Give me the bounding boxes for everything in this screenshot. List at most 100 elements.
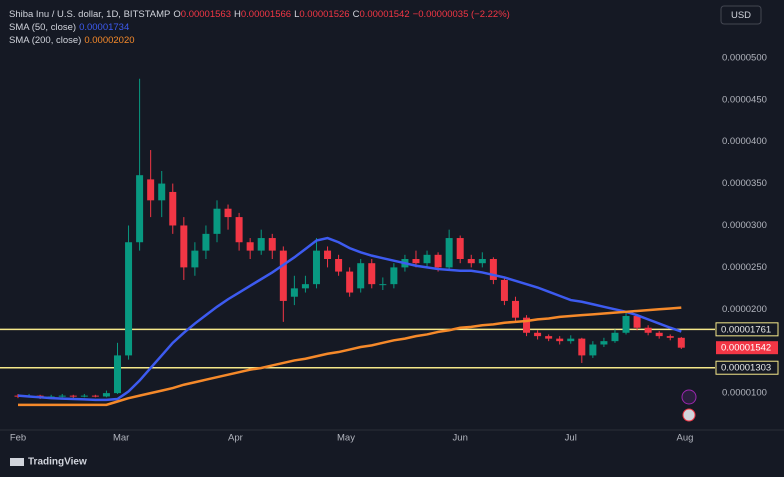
level-label: 0.00001761 bbox=[721, 324, 771, 335]
candle-body bbox=[489, 259, 497, 280]
y-tick-label: 0.0000300 bbox=[722, 220, 767, 231]
sma-line bbox=[18, 306, 682, 407]
candle-body bbox=[379, 284, 387, 286]
candle-body bbox=[445, 238, 453, 268]
legend-value: 0.00001734 bbox=[79, 22, 130, 33]
candle-body bbox=[169, 191, 177, 226]
candle-body bbox=[357, 263, 365, 289]
brand-logo bbox=[10, 458, 24, 466]
candle-body bbox=[556, 338, 564, 342]
legend-row: Shiba Inu / U.S. dollar, 1D, BITSTAMP O0.… bbox=[9, 8, 513, 21]
ohlc-prefix: O bbox=[173, 9, 181, 20]
candle-body bbox=[611, 332, 619, 342]
x-tick-label: Aug bbox=[676, 433, 693, 444]
candle-body bbox=[191, 250, 199, 268]
sma-line bbox=[17, 236, 682, 402]
candle-body bbox=[301, 284, 309, 289]
currency-button-bg bbox=[720, 5, 762, 25]
legend-name: SMA (200, close) bbox=[9, 35, 82, 46]
candle-body bbox=[600, 341, 608, 345]
candle-body bbox=[346, 271, 354, 293]
legend-row: SMA (200, close) 0.00002020 bbox=[9, 34, 513, 47]
candle-body bbox=[113, 355, 121, 394]
candle-body bbox=[102, 393, 110, 397]
candle-body bbox=[589, 344, 597, 356]
symbol-title: Shiba Inu / U.S. dollar, 1D, BITSTAMP bbox=[9, 9, 171, 20]
candle-body bbox=[456, 238, 464, 260]
last-price-bg bbox=[716, 341, 778, 355]
candle-body bbox=[368, 263, 376, 285]
level-label-bg bbox=[715, 360, 779, 375]
legend-name: SMA (50, close) bbox=[9, 22, 77, 33]
currency-button[interactable]: USD bbox=[731, 10, 751, 21]
candle-body bbox=[58, 395, 66, 397]
ohlc-prefix: L bbox=[294, 9, 300, 20]
candle-body bbox=[224, 208, 232, 218]
candle-body bbox=[180, 225, 188, 268]
candle-body bbox=[257, 238, 265, 251]
y-tick-label: 0.0000350 bbox=[722, 178, 767, 189]
ohlc-value: 0.00001526 bbox=[299, 9, 350, 20]
ohlc-prefix: H bbox=[233, 9, 241, 20]
candle-body bbox=[125, 242, 133, 356]
alert-icon bbox=[681, 389, 697, 405]
candle-body bbox=[523, 317, 531, 333]
y-tick-label: 0.0000200 bbox=[722, 304, 767, 315]
candle-body bbox=[80, 395, 88, 397]
candle-body bbox=[290, 288, 298, 297]
candle-body bbox=[268, 238, 276, 251]
candle-body bbox=[478, 259, 486, 264]
ohlc-value: 0.00001542 bbox=[359, 9, 410, 20]
candle-body bbox=[91, 395, 99, 397]
candle-body bbox=[158, 183, 166, 201]
legend-panel: Shiba Inu / U.S. dollar, 1D, BITSTAMP O0.… bbox=[9, 8, 513, 47]
candle-body bbox=[434, 254, 442, 268]
y-tick-label: 0.0000450 bbox=[722, 94, 767, 105]
candle-body bbox=[279, 250, 287, 301]
candle-body bbox=[312, 250, 320, 285]
y-tick-label: 0.0000500 bbox=[722, 52, 767, 63]
y-tick-label: 0.0000250 bbox=[722, 262, 767, 273]
candle-body bbox=[511, 300, 519, 318]
candle-body bbox=[246, 242, 254, 251]
candle-body bbox=[390, 267, 398, 285]
candle-body bbox=[644, 327, 652, 333]
x-tick-label: Jul bbox=[565, 433, 577, 444]
candle-body bbox=[677, 337, 685, 348]
candle-body bbox=[69, 395, 77, 397]
candle-body bbox=[467, 259, 475, 264]
candle-body bbox=[578, 338, 586, 356]
candle-body bbox=[423, 254, 431, 264]
ohlc-value: 0.00001563 bbox=[180, 9, 231, 20]
candle-body bbox=[534, 332, 542, 337]
x-tick-label: Mar bbox=[113, 433, 129, 444]
legend-row: SMA (50, close) 0.00001734 bbox=[9, 21, 513, 34]
legend-value: 0.00002020 bbox=[84, 35, 135, 46]
x-tick-label: May bbox=[337, 433, 355, 444]
x-tick-label: Feb bbox=[10, 433, 26, 444]
candle-body bbox=[147, 179, 155, 201]
candle-body bbox=[136, 175, 144, 243]
change-value: −0.00000035 (−2.22%) bbox=[412, 9, 510, 20]
flag-icon bbox=[682, 408, 696, 422]
candle-body bbox=[567, 338, 575, 342]
y-tick-label: 0.0000400 bbox=[722, 136, 767, 147]
level-label-bg bbox=[715, 322, 779, 337]
candle-body bbox=[213, 208, 221, 234]
x-tick-label: Apr bbox=[228, 433, 243, 444]
level-label: 0.00001303 bbox=[721, 363, 771, 374]
candle-body bbox=[666, 336, 674, 338]
candle-body bbox=[202, 233, 210, 251]
ohlc-value: 0.00001566 bbox=[240, 9, 292, 20]
candle-body bbox=[500, 279, 508, 301]
price-axis-panel bbox=[715, 0, 784, 477]
candle-body bbox=[235, 217, 243, 243]
candle-body bbox=[622, 316, 630, 333]
candle-body bbox=[655, 332, 663, 337]
ohlc-prefix: C bbox=[352, 9, 360, 20]
brand-name: TradingView bbox=[28, 457, 87, 468]
x-tick-label: Jun bbox=[453, 433, 468, 444]
candle-body bbox=[412, 259, 420, 264]
